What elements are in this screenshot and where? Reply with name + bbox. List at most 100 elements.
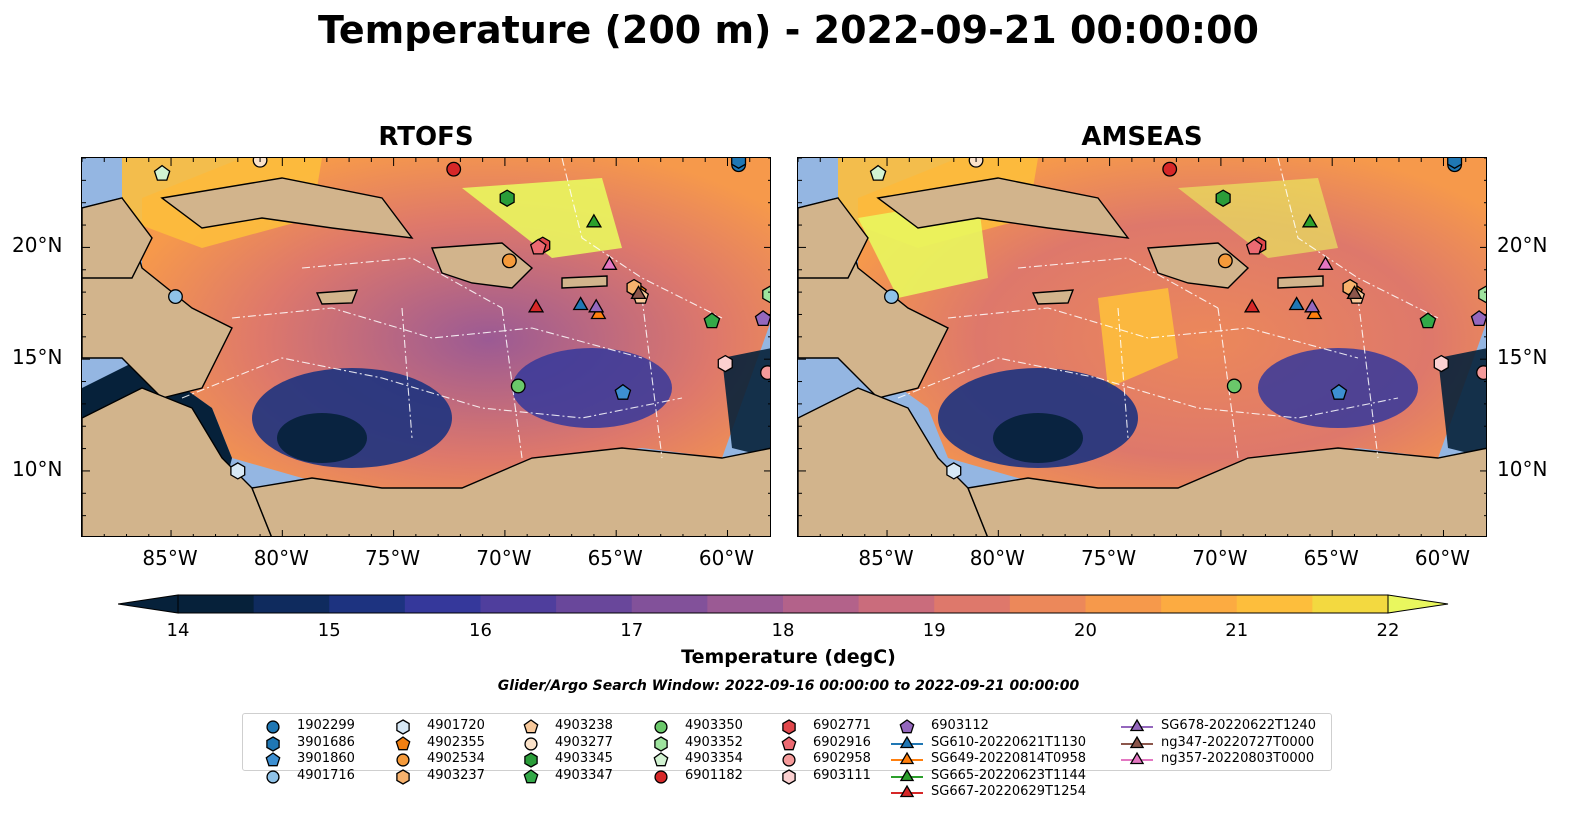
y-tick-label-right: 10°N: [1497, 456, 1548, 481]
obs-marker-4901716: [168, 289, 183, 305]
colorbar-tick-label: 15: [317, 620, 341, 641]
search-window-text: Glider/Argo Search Window: 2022-09-16 00…: [497, 678, 1080, 694]
legend-label: 6902958: [813, 751, 871, 766]
legend-label: 4903237: [427, 767, 485, 783]
legend-label: 6903111: [813, 767, 871, 783]
obs-marker-sg667-20220629t1254: [1243, 298, 1261, 313]
map-panel-rtofs[interactable]: [81, 157, 771, 537]
legend-marker-6901182: [654, 769, 668, 784]
legend-marker-4903277: [524, 736, 538, 751]
legend-label: 6903112: [931, 718, 989, 733]
legend-label: SG678-20220622T1240: [1161, 718, 1317, 733]
legend-marker-4902355: [395, 735, 411, 750]
colorbar-extend-high: [1387, 594, 1449, 614]
colorbar-tick-label: 16: [469, 620, 492, 641]
south-america-land: [251, 447, 770, 536]
panel-title-amseas: AMSEAS: [1081, 122, 1203, 152]
y-tick-label-left: 20°N: [12, 233, 63, 258]
legend-label: 4903345: [555, 751, 613, 766]
colorbar-tick-label: 14: [166, 620, 190, 641]
legend-label: 3901686: [297, 734, 355, 750]
x-tick-label: 60°W: [698, 546, 755, 570]
obs-marker-4903347: [1419, 312, 1437, 329]
legend-label: 6902771: [813, 718, 871, 733]
colorbar-extend-low: [118, 594, 179, 614]
jamaica-land: [315, 289, 359, 305]
legend-marker-6902916: [781, 735, 797, 750]
legend-label: 4903352: [685, 734, 743, 750]
legend-label: 3901860: [297, 751, 355, 766]
obs-marker-ng357-20220803t0000: [1317, 255, 1334, 270]
obs-marker-4903354: [153, 164, 171, 181]
colorbar-segment: [1009, 595, 1086, 613]
x-tick-label: 75°W: [364, 546, 421, 570]
colorbar-segment: [178, 595, 255, 613]
puerto-rico-land: [561, 275, 608, 289]
legend-label: 6902916: [813, 734, 871, 750]
obs-marker-4903345: [499, 189, 515, 207]
cuba-land: [160, 177, 414, 239]
colorbar-tick-label: 17: [620, 620, 644, 641]
legend-label: 1902299: [297, 718, 355, 733]
yucatan-land: [798, 197, 869, 279]
legend-label: SG665-20220623T1144: [931, 767, 1087, 783]
obs-marker-6902958: [760, 365, 770, 381]
y-tick-label-right: 20°N: [1497, 233, 1548, 258]
legend-marker-6903112: [899, 719, 915, 734]
obs-marker-3901686: [1447, 158, 1463, 169]
colorbar-segment: [1312, 595, 1389, 613]
colorbar: [118, 594, 1449, 614]
obs-marker-4901720: [946, 462, 962, 480]
obs-marker-6901182: [1162, 161, 1178, 177]
obs-marker-6901182: [446, 161, 462, 177]
colorbar-segment: [934, 595, 1011, 613]
obs-marker-sg678-20220622t1240: [1304, 298, 1321, 313]
colorbar-segment: [1085, 595, 1162, 613]
legend-marker-6902958: [782, 753, 796, 767]
legend-label: 4903354: [685, 751, 743, 766]
legend-label: SG667-20220629T1254: [931, 784, 1087, 799]
legend-label: 4903347: [555, 767, 613, 783]
obs-marker-6903111: [717, 354, 733, 373]
colorbar-tick-label: 18: [771, 620, 795, 641]
legend-marker-1902299: [266, 720, 280, 734]
legend-marker-4903350: [654, 720, 668, 734]
map-panel-amseas[interactable]: [797, 157, 1487, 537]
obs-marker-4903347: [703, 312, 721, 329]
colorbar-segment: [404, 595, 481, 613]
obs-marker-6903111: [1433, 354, 1449, 373]
obs-marker-4903352: [1478, 285, 1486, 304]
legend-label: 4901716: [297, 767, 355, 783]
legend-marker-6903111: [782, 768, 796, 785]
obs-marker-4903350: [510, 378, 526, 394]
colorbar-segment: [783, 595, 860, 613]
obs-marker-sg649-20220814t0958: [1306, 305, 1323, 320]
legend-label: 4902534: [427, 751, 485, 766]
colorbar-segment: [1236, 595, 1313, 613]
x-tick-label: 70°W: [476, 546, 532, 570]
legend-label: 4901720: [427, 718, 485, 733]
legend-label: 6901182: [685, 767, 743, 783]
obs-marker-sg665-20220623t1144: [1301, 213, 1319, 228]
obs-marker-4902534: [1217, 253, 1233, 269]
legend-marker-ng357-20220803t0000: [1129, 751, 1145, 765]
obs-marker-sg667-20220629t1254: [527, 298, 545, 313]
obs-marker-ng347-20220727t0000: [1346, 285, 1363, 300]
colorbar-segment: [858, 595, 935, 613]
obs-marker-4903345: [1215, 189, 1231, 207]
obs-marker-sg610-20220621t1130: [572, 296, 589, 311]
legend-marker-4902534: [396, 753, 410, 767]
colorbar-tick-label: 22: [1376, 620, 1400, 641]
obs-marker-4902534: [501, 253, 517, 269]
legend-label: SG649-20220814T0958: [931, 751, 1087, 766]
obs-marker-6902958: [1476, 365, 1486, 381]
south-america-land: [967, 447, 1486, 536]
obs-marker-sg610-20220621t1130: [1288, 296, 1305, 311]
legend-marker-4903238: [523, 719, 539, 734]
legend-marker-4901720: [396, 719, 410, 735]
legend-marker-4901716: [266, 769, 280, 784]
legend-marker-sg665-20220623t1144: [899, 768, 915, 781]
obs-marker-6903112: [754, 310, 770, 327]
legend-label: 4903238: [555, 718, 613, 733]
puerto-rico-land: [1277, 275, 1324, 289]
